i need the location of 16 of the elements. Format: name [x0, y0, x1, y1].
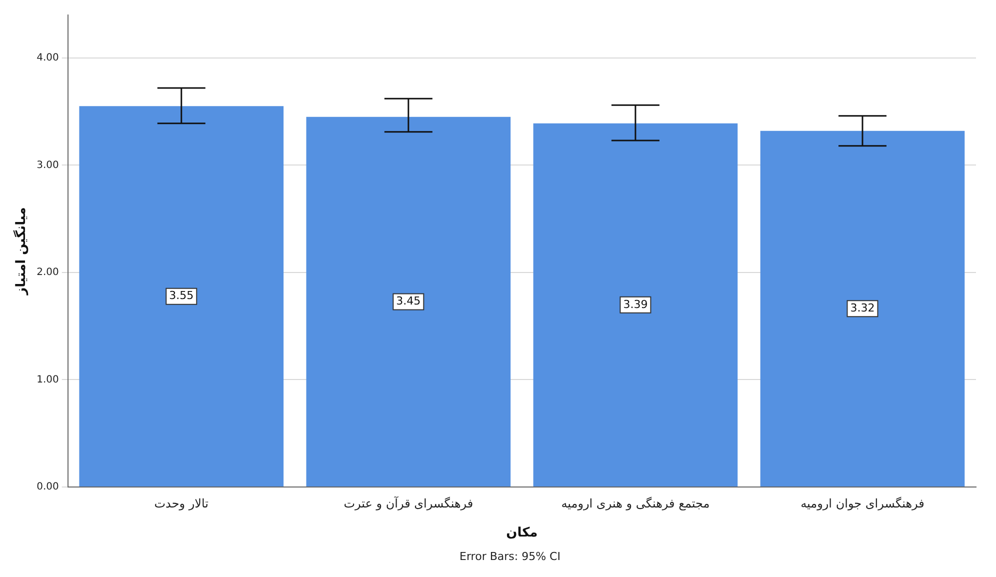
x-axis-title: مکان — [506, 526, 538, 541]
y-axis-title: میانگین امتیاز — [13, 207, 30, 296]
text: Error Bars: 95% CI — [458, 550, 562, 563]
x-tick-label: فرهنگسرای قرآن و عترت — [344, 495, 474, 510]
y-tick-label: 1.00 — [36, 374, 59, 386]
x-tick-label: فرهنگسرای جوان ارومیه — [800, 496, 924, 510]
data-label: 3.45 — [396, 294, 421, 308]
y-tick-label: 3.00 — [36, 160, 59, 171]
x-tick-label: مجتمع فرهنگی و هنری ارومیه — [561, 496, 710, 510]
y-tick-label: 2.00 — [36, 267, 59, 278]
data-label: 3.39 — [623, 298, 648, 311]
y-tick-label: 4.00 — [36, 52, 59, 64]
x-tick-label: تالار وحدت — [154, 496, 209, 510]
data-label: 3.32 — [850, 302, 875, 315]
y-tick-label: 0.00 — [36, 482, 59, 493]
data-label: 3.55 — [169, 289, 194, 302]
